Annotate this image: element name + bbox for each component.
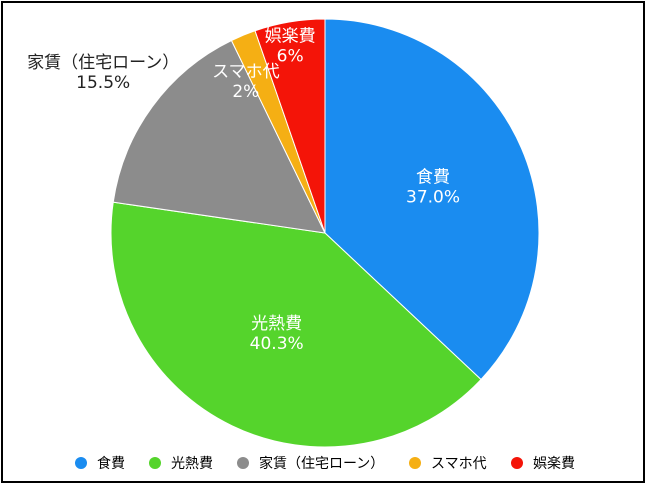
slice-percent: 40.3%	[250, 334, 304, 354]
slice-percent: 37.0%	[406, 187, 460, 207]
legend-marker	[75, 457, 88, 469]
legend-label: 娯楽費	[533, 456, 575, 472]
legend: 食費 光熱費 家賃（住宅ローン） スマホ代 娯楽費	[75, 455, 575, 472]
pie-slice	[324, 18, 540, 381]
pie-slices	[110, 18, 540, 448]
legend-item: 光熱費	[149, 456, 213, 472]
slice-label: 光熱費 40.3%	[250, 314, 304, 354]
slice-label: 娯楽費 6%	[265, 26, 316, 66]
slice-label: 食費 37.0%	[406, 167, 460, 207]
legend-item: 食費	[75, 455, 125, 472]
slice-name: 娯楽費	[265, 26, 316, 46]
legend-marker	[237, 457, 250, 469]
legend-marker	[149, 457, 162, 469]
slice-name: 食費	[416, 167, 450, 187]
slice-label: スマホ代 2%	[212, 62, 280, 102]
legend-label: 食費	[97, 455, 125, 472]
slice-percent: 2%	[232, 82, 259, 102]
pie-slice	[112, 39, 326, 234]
legend-label: 家賃（住宅ローン）	[259, 455, 384, 472]
legend-marker	[510, 457, 523, 469]
slice-name: スマホ代	[212, 62, 280, 82]
slice-label: 家賃（住宅ローン） 15.5%	[27, 53, 179, 93]
pie-slice	[254, 18, 326, 234]
slice-percent: 6%	[277, 46, 304, 66]
legend-marker	[408, 457, 421, 469]
legend-item: 家賃（住宅ローン）	[237, 455, 384, 472]
slice-name: 家賃（住宅ローン）	[27, 53, 179, 73]
legend-label: 光熱費	[171, 456, 213, 472]
pie-slice	[110, 201, 482, 448]
legend-label: スマホ代	[431, 456, 487, 472]
slice-percent: 15.5%	[76, 73, 130, 93]
legend-item: スマホ代	[408, 456, 487, 472]
slice-name: 光熱費	[251, 314, 302, 334]
slice-labels: 食費 37.0%光熱費 40.3%家賃（住宅ローン） 15.5%スマホ代 2%娯楽費 6%	[27, 26, 460, 354]
legend-item: 娯楽費	[510, 456, 575, 472]
